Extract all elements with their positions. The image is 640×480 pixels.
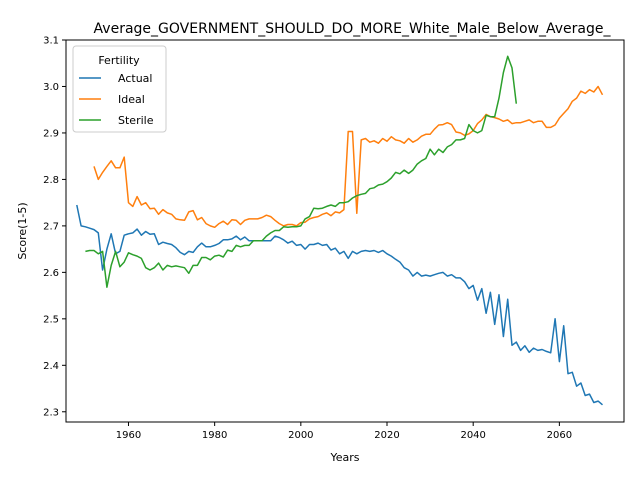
legend-label: Sterile bbox=[118, 114, 154, 127]
x-tick-label: 2060 bbox=[547, 430, 572, 441]
legend-title: Fertility bbox=[98, 54, 140, 67]
legend-label: Actual bbox=[118, 72, 152, 85]
legend-box bbox=[72, 45, 167, 133]
legend-entries: Actual Ideal Sterile bbox=[79, 72, 154, 127]
y-axis-label: Score(1-5) bbox=[16, 202, 29, 259]
x-tick-label: 2000 bbox=[288, 430, 313, 441]
x-axis: 1960 1980 2000 2020 2040 2060 bbox=[116, 422, 572, 441]
y-axis: 2.3 2.4 2.5 2.6 2.7 2.8 2.9 3.0 3.1 bbox=[43, 36, 66, 418]
legend: Fertility Actual Ideal Sterile bbox=[72, 45, 167, 133]
x-tick-label: 2040 bbox=[460, 430, 485, 441]
legend-item-actual: Actual bbox=[79, 72, 152, 85]
y-tick-label: 2.8 bbox=[43, 175, 59, 186]
legend-item-sterile: Sterile bbox=[79, 114, 154, 127]
chart-title: Average_GOVERNMENT_SHOULD_DO_MORE_White_… bbox=[94, 21, 612, 37]
legend-item-ideal: Ideal bbox=[79, 93, 145, 106]
series-line-actual bbox=[76, 204, 603, 406]
y-tick-label: 2.6 bbox=[43, 268, 59, 279]
y-tick-label: 2.3 bbox=[43, 407, 59, 418]
series-line-sterile bbox=[85, 55, 518, 288]
y-tick-label: 3.0 bbox=[43, 82, 59, 93]
plot-frame bbox=[65, 39, 625, 423]
series-line-ideal bbox=[93, 85, 604, 229]
legend-label: Ideal bbox=[118, 93, 145, 106]
y-tick-label: 3.1 bbox=[43, 36, 59, 47]
y-tick-label: 2.5 bbox=[43, 314, 59, 325]
x-tick-label: 1960 bbox=[116, 430, 141, 441]
plot-lines bbox=[76, 55, 604, 406]
y-tick-label: 2.4 bbox=[43, 361, 59, 372]
x-tick-label: 2020 bbox=[374, 430, 399, 441]
y-tick-label: 2.9 bbox=[43, 128, 59, 139]
x-axis-label: Years bbox=[329, 451, 359, 464]
y-tick-label: 2.7 bbox=[43, 221, 59, 232]
x-tick-label: 1980 bbox=[202, 430, 227, 441]
